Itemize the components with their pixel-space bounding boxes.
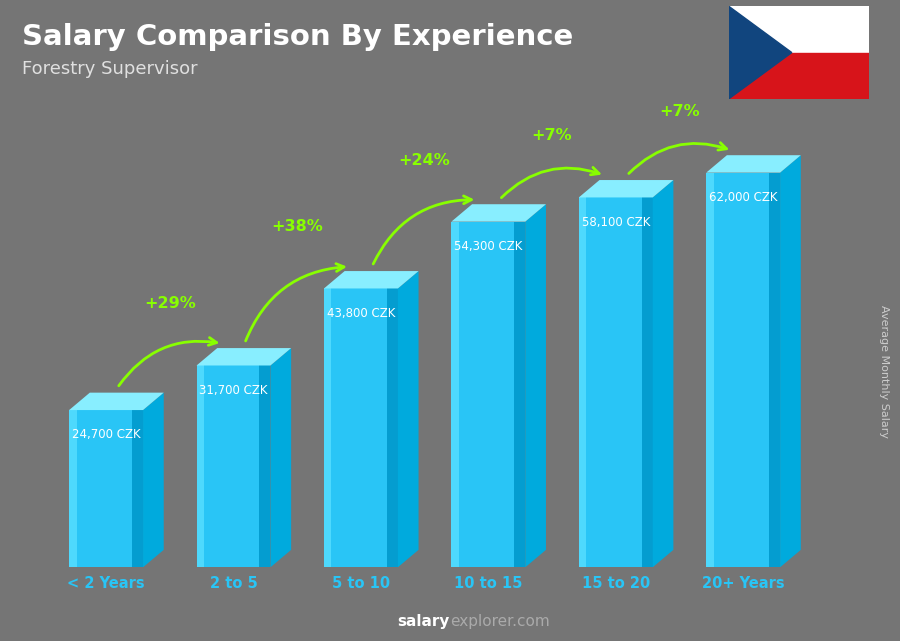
Polygon shape: [452, 204, 546, 222]
Polygon shape: [579, 197, 586, 567]
Polygon shape: [324, 288, 331, 567]
Text: 54,300 CZK: 54,300 CZK: [454, 240, 523, 253]
Polygon shape: [642, 197, 652, 567]
Text: Salary Comparison By Experience: Salary Comparison By Experience: [22, 23, 574, 51]
Polygon shape: [452, 222, 459, 567]
Polygon shape: [526, 204, 546, 567]
Text: +29%: +29%: [144, 296, 195, 312]
Polygon shape: [387, 288, 398, 567]
Polygon shape: [452, 222, 526, 567]
Polygon shape: [69, 393, 164, 410]
Polygon shape: [514, 222, 526, 567]
Text: 43,800 CZK: 43,800 CZK: [327, 307, 395, 320]
Polygon shape: [69, 410, 76, 567]
Polygon shape: [324, 271, 418, 288]
Polygon shape: [769, 172, 780, 567]
Text: explorer.com: explorer.com: [450, 615, 550, 629]
Polygon shape: [706, 172, 714, 567]
Polygon shape: [729, 6, 792, 99]
Text: 58,100 CZK: 58,100 CZK: [581, 216, 650, 229]
Text: 31,700 CZK: 31,700 CZK: [199, 384, 267, 397]
Polygon shape: [706, 155, 801, 172]
Text: 24,700 CZK: 24,700 CZK: [72, 428, 140, 442]
Bar: [729, 6, 868, 53]
Text: +7%: +7%: [532, 128, 572, 144]
Polygon shape: [579, 180, 673, 197]
Text: +24%: +24%: [399, 153, 451, 167]
Text: salary: salary: [398, 615, 450, 629]
Polygon shape: [196, 348, 291, 365]
Polygon shape: [143, 393, 164, 567]
Text: Average Monthly Salary: Average Monthly Salary: [878, 305, 889, 438]
Polygon shape: [652, 180, 673, 567]
Polygon shape: [706, 172, 780, 567]
Bar: [729, 53, 868, 99]
Polygon shape: [270, 348, 291, 567]
Polygon shape: [196, 365, 270, 567]
Polygon shape: [780, 155, 801, 567]
Text: +7%: +7%: [659, 104, 700, 119]
Text: +38%: +38%: [271, 219, 323, 235]
Polygon shape: [132, 410, 143, 567]
Polygon shape: [196, 365, 204, 567]
Polygon shape: [579, 197, 652, 567]
Polygon shape: [69, 410, 143, 567]
Polygon shape: [324, 288, 398, 567]
Polygon shape: [398, 271, 418, 567]
Text: Forestry Supervisor: Forestry Supervisor: [22, 60, 198, 78]
Polygon shape: [259, 365, 270, 567]
Text: 62,000 CZK: 62,000 CZK: [709, 191, 778, 204]
